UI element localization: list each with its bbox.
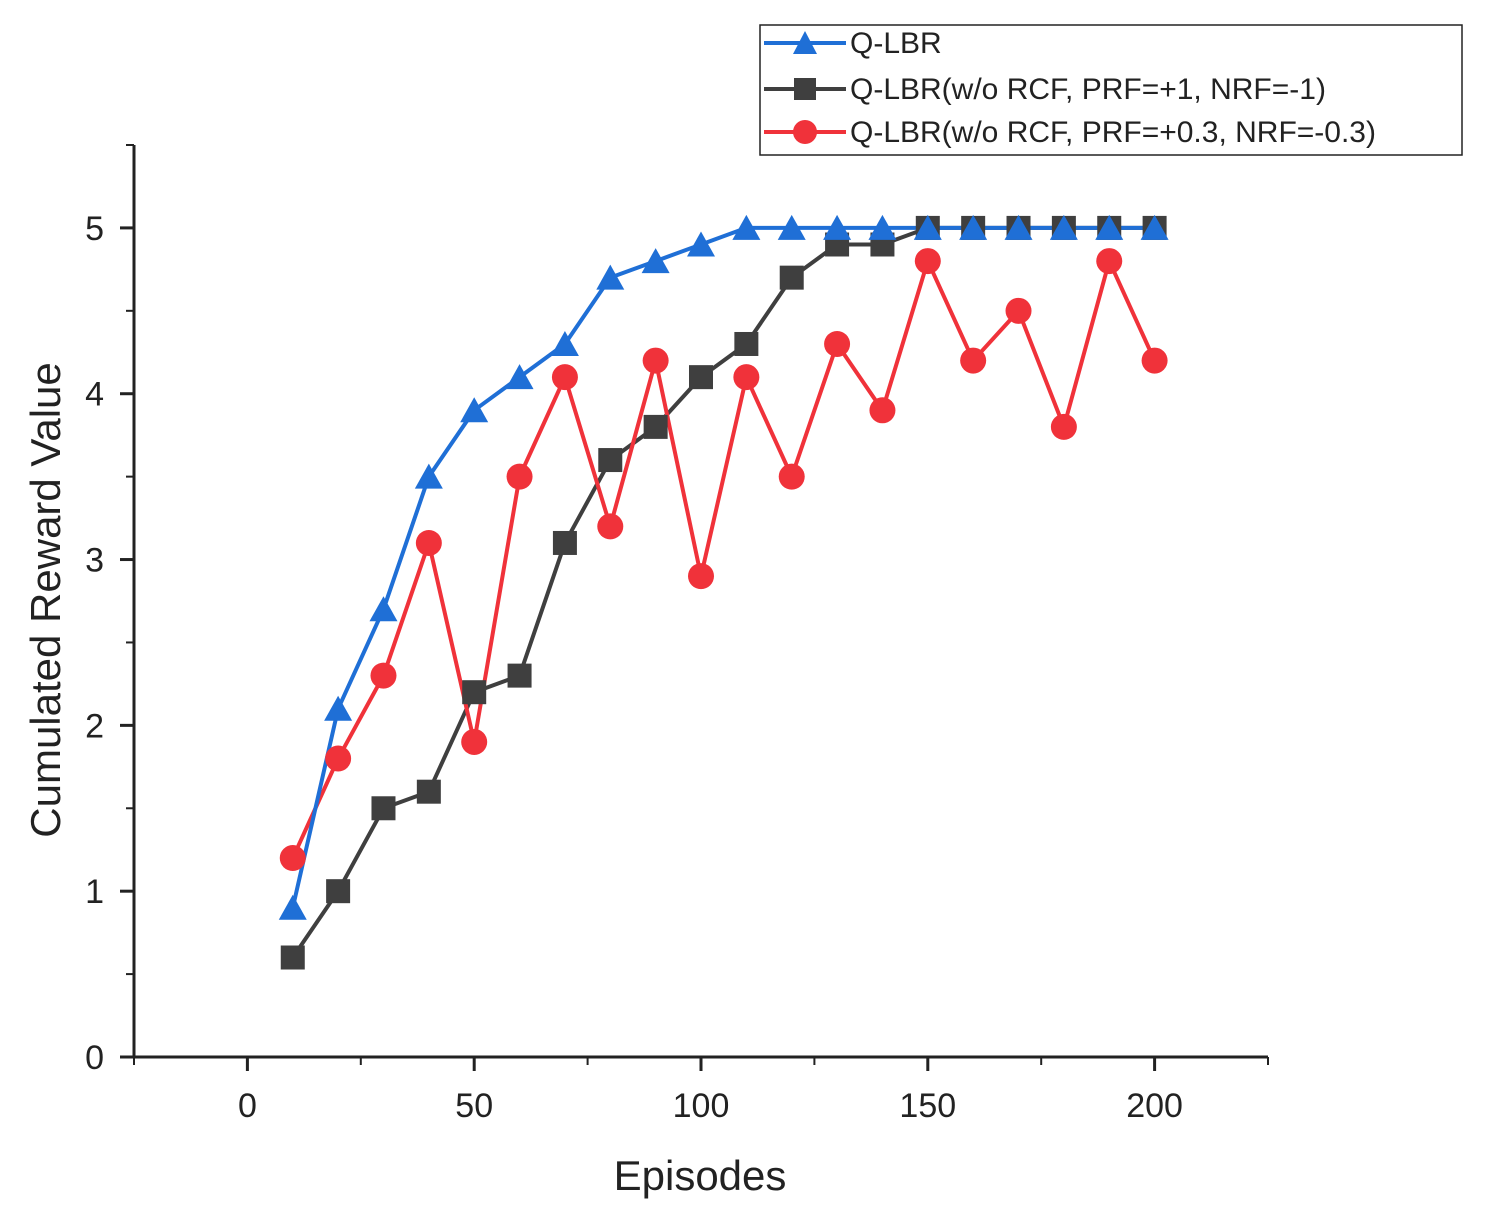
data-point-triangle [414,463,443,489]
data-point-square [462,680,487,705]
data-point-circle [824,330,851,357]
data-point-circle [370,662,397,689]
data-point-square [371,796,396,821]
data-point-triangle [913,214,942,240]
data-point-square [734,331,759,356]
data-point-circle [506,463,533,490]
data-point-circle [597,513,624,540]
y-ticks: 0 1 2 3 4 5 [85,144,134,1077]
data-point-triangle [550,330,579,356]
data-point-circle [1141,347,1168,374]
data-point-triangle [505,364,534,390]
data-point-triangle [596,264,625,290]
data-point-circle [461,728,488,755]
series-group [278,214,1169,970]
data-point-square [598,448,623,473]
data-point-triangle [687,231,715,257]
data-point-square [326,879,351,904]
data-point-circle [415,529,442,556]
data-point-triangle [1004,214,1033,240]
data-point-triangle [460,397,489,423]
data-point-square [552,530,577,555]
data-point-circle [1050,413,1077,440]
y-tick-label: 1 [85,873,104,911]
data-point-square [280,945,305,970]
data-point-triangle [868,214,897,240]
data-point-circle [551,364,578,391]
legend-marker-q-lbr [793,31,817,54]
y-tick-label: 5 [85,210,104,248]
y-axis-title: Cumulated Reward Value [22,362,69,837]
data-point-square [689,365,713,390]
data-point-square [416,779,441,804]
data-point-square [779,265,804,290]
data-point-triangle [823,214,852,240]
data-point-triangle [777,214,806,240]
legend-label-q-lbr: Q-LBR [850,27,942,60]
data-point-triangle [278,894,307,920]
legend-label-q-lbr-pr1: Q-LBR(w/o RCF, PRF=+1, NRF=-1) [850,73,1326,106]
data-point-circle [960,347,987,374]
data-point-triangle [1049,214,1078,240]
x-tick-label: 50 [455,1087,493,1125]
data-point-square [507,663,532,688]
data-point-triangle [732,214,761,240]
data-point-circle [1005,297,1032,324]
y-tick-label: 4 [85,376,104,414]
x-tick-label: 100 [673,1087,730,1125]
data-point-triangle [959,214,988,240]
data-point-circle [325,745,352,772]
data-point-triangle [641,248,670,274]
data-point-circle [642,347,669,374]
legend-label-q-lbr-pr03: Q-LBR(w/o RCF, PRF=+0.3, NRF=-0.3) [850,116,1376,149]
y-tick-label: 0 [85,1039,104,1077]
legend-marker-q-lbr-pr03 [793,120,817,144]
legend-box [759,24,1463,156]
data-point-triangle [324,695,353,721]
data-point-square [643,414,668,439]
data-point-circle [914,248,941,275]
y-tick-label: 3 [85,542,104,580]
x-ticks: 0 50 100 150 200 [133,1057,1269,1125]
data-point-circle [688,563,714,590]
data-point-circle [869,397,896,424]
x-tick-label: 200 [1126,1087,1183,1125]
data-point-triangle [1095,214,1124,240]
data-point-circle [1096,248,1123,275]
data-point-circle [778,463,805,490]
data-point-triangle [1140,214,1169,240]
y-tick-label: 2 [85,707,104,745]
legend: Q-LBR Q-LBR(w/o RCF, PRF=+1, NRF=-1) Q-L… [759,24,1463,156]
legend-marker-q-lbr-pr1 [794,78,816,100]
x-axis-title: Episodes [614,1152,787,1199]
axes: 0 50 100 150 200 0 1 2 3 4 5 [85,144,1269,1125]
x-tick-label: 0 [238,1087,257,1125]
x-tick-label: 150 [899,1087,956,1125]
data-point-circle [279,845,306,872]
data-point-circle [733,364,760,391]
data-point-triangle [369,596,398,622]
